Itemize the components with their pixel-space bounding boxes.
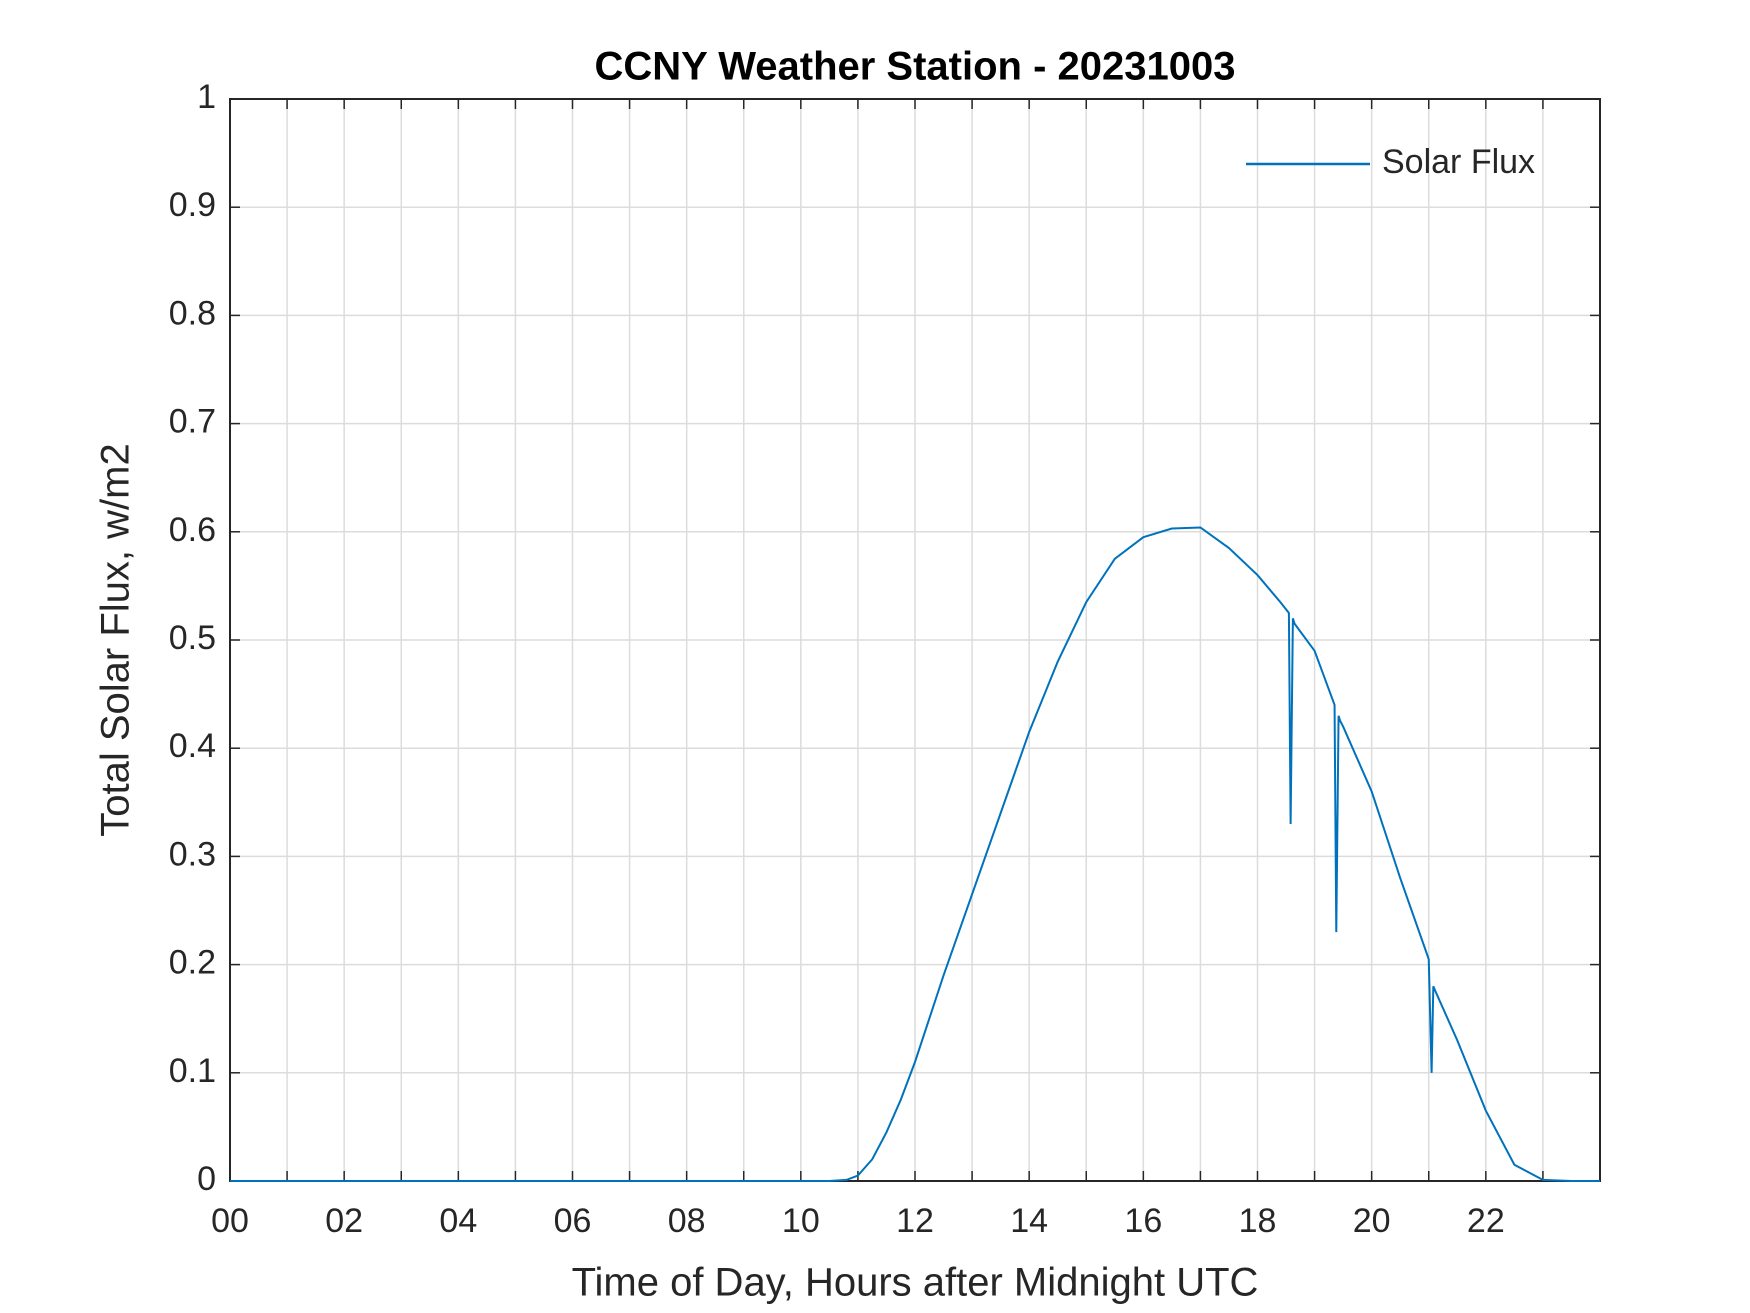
x-tick-label: 10 <box>782 1202 820 1240</box>
y-tick-label: 0.7 <box>169 403 216 441</box>
x-tick-label: 16 <box>1124 1202 1162 1240</box>
x-tick-label: 08 <box>668 1202 706 1240</box>
chart-title: CCNY Weather Station - 20231003 <box>595 45 1236 89</box>
x-tick-label: 06 <box>554 1202 592 1240</box>
y-axis-label: Total Solar Flux, w/m2 <box>94 443 138 836</box>
x-tick-label: 14 <box>1010 1202 1048 1240</box>
y-tick-label: 0.1 <box>169 1052 216 1090</box>
y-tick-label: 0.5 <box>169 619 216 657</box>
x-tick-label: 22 <box>1467 1202 1505 1240</box>
data-line <box>230 526 1600 1182</box>
y-tick-label: 0.2 <box>169 944 216 982</box>
x-tick-label: 04 <box>439 1202 477 1240</box>
y-tick-label: 1 <box>197 78 216 116</box>
x-tick-label: 02 <box>325 1202 363 1240</box>
y-tick-label: 0.8 <box>169 294 216 332</box>
y-tick-label: 0.9 <box>169 186 216 224</box>
x-tick-label: 18 <box>1239 1202 1277 1240</box>
x-tick-label: 12 <box>896 1202 934 1240</box>
y-tick-label: 0.4 <box>169 727 216 765</box>
y-tick-label: 0.3 <box>169 835 216 873</box>
x-tick-label: 00 <box>211 1202 249 1240</box>
legend-label: Solar Flux <box>1382 143 1535 181</box>
y-tick-label: 0.6 <box>169 511 216 549</box>
x-axis-label: Time of Day, Hours after Midnight UTC <box>572 1261 1259 1305</box>
y-tick-label: 0 <box>197 1160 216 1198</box>
plot-frame <box>229 98 1601 1182</box>
x-tick-label: 20 <box>1353 1202 1391 1240</box>
